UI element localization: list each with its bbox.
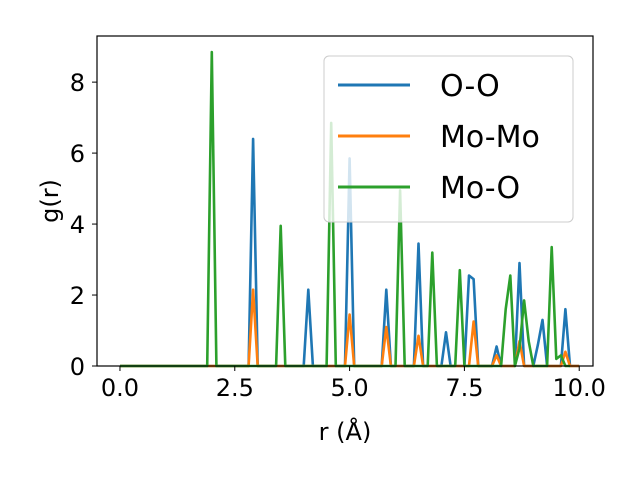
legend-box — [323, 55, 574, 223]
legend-label-mo-mo: Mo-Mo — [440, 120, 540, 155]
legend-label-o-o: O-O — [440, 69, 500, 104]
y-tick-label: 6 — [70, 140, 85, 168]
x-axis: 0.0 2.5 5.0 7.5 10.0 — [101, 366, 606, 402]
x-tick-label: 2.5 — [216, 374, 254, 402]
legend: O-O Mo-Mo Mo-O — [323, 55, 574, 223]
y-axis: 0 2 4 6 8 — [70, 69, 97, 381]
x-tick-label: 10.0 — [553, 374, 606, 402]
plot-frame — [96, 35, 594, 367]
legend-label-mo-o: Mo-O — [440, 171, 520, 206]
y-axis-label: g(r) — [36, 179, 64, 223]
y-tick-label: 8 — [70, 69, 85, 97]
y-tick-label: 2 — [70, 282, 85, 310]
x-tick-label: 5.0 — [331, 374, 369, 402]
y-tick-label: 0 — [70, 353, 85, 381]
x-tick-label: 0.0 — [101, 374, 139, 402]
x-tick-label: 7.5 — [445, 374, 483, 402]
y-tick-label: 4 — [70, 211, 85, 239]
x-axis-label: r (Å) — [319, 417, 372, 446]
